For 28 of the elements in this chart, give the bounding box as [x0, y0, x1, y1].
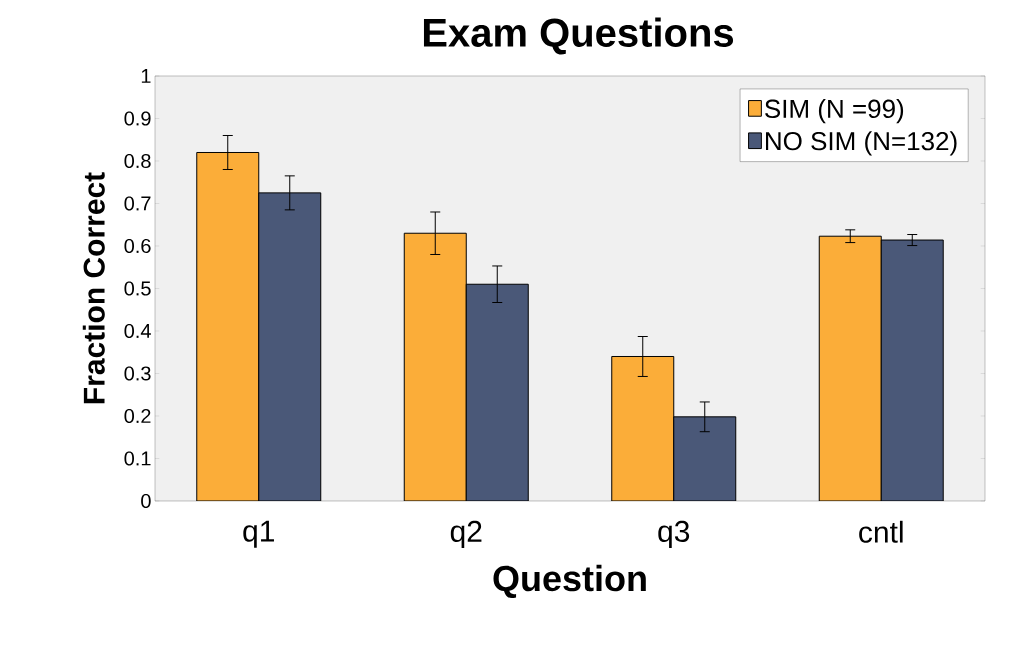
y-tick-label: 0.8 [124, 153, 151, 169]
y-tick-label: 1 [141, 69, 151, 83]
x-tick-label: q3 [658, 520, 690, 548]
y-tick-label: 0.3 [124, 366, 151, 381]
legend-label: NO SIM (N=132) [766, 131, 957, 156]
y-tick-label: 0.2 [124, 408, 151, 424]
y-tick-label: 0.7 [124, 196, 151, 211]
y-tick-label: 0.6 [124, 238, 151, 254]
bar [403, 232, 467, 501]
bar [611, 355, 675, 501]
y-tick-label: 0.5 [124, 281, 151, 296]
x-axis-title: Question [493, 564, 646, 598]
y-tick-label: 0 [141, 493, 151, 509]
bar [673, 416, 737, 501]
bar [465, 283, 529, 501]
bar [818, 235, 882, 501]
chart-title: Exam Questions [423, 17, 734, 55]
y-tick-label: 0.1 [124, 451, 151, 466]
bar [880, 239, 944, 501]
bar [258, 192, 322, 501]
y-tick-label: 0.4 [124, 323, 151, 339]
y-axis-title: Fraction Correct [82, 172, 105, 404]
x-tick-label: q2 [450, 520, 482, 548]
x-tick-label: q1 [243, 520, 274, 548]
y-tick-label: 0.9 [124, 111, 151, 126]
bar [196, 151, 260, 501]
legend-label: SIM (N =99) [765, 98, 904, 124]
x-tick-label: cntl [859, 520, 903, 543]
